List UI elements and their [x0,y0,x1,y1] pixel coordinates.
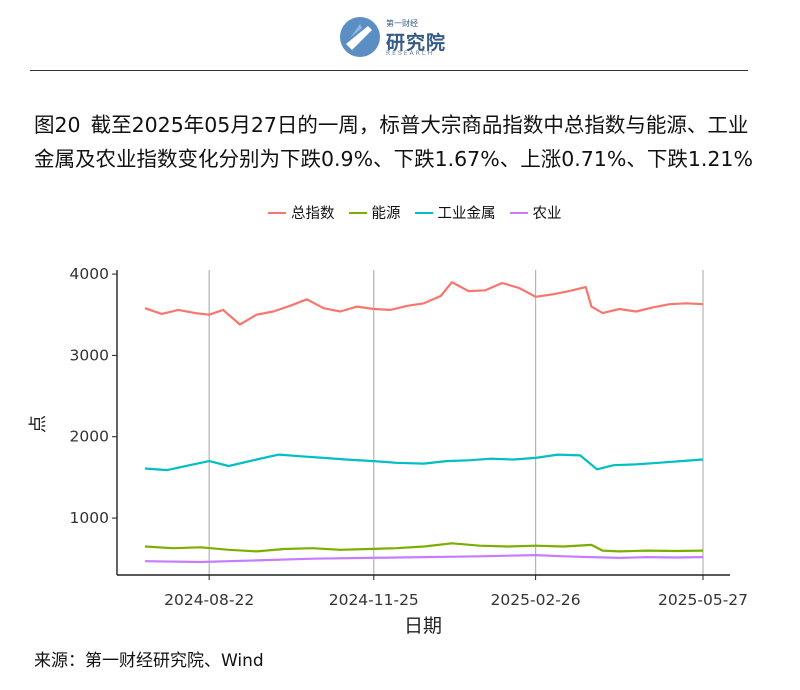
x-tick-label: 2024-08-22 [164,591,254,609]
y-tick-label: 1000 [70,509,109,527]
logo-small-text: 第一财经 [386,19,418,28]
x-axis-label: 日期 [404,615,442,637]
y-tick-label: 3000 [70,346,109,364]
legend-swatch-energy [348,211,367,214]
figure-number: 图20 [34,113,81,137]
y-tick-label: 4000 [70,265,109,283]
logo-emblem [340,17,380,57]
legend-item-energy: 能源 [348,202,401,223]
chart-legend: 总指数 能源 工业金属 农业 [268,202,576,223]
legend-item-agriculture: 农业 [509,202,562,223]
figure-title-block: 图20 截至2025年05月27日的一周，标普大宗商品指数中总指数与能源、工业金属… [34,108,764,176]
legend-item-metals: 工业金属 [414,202,496,223]
x-tick-label: 2025-02-26 [491,591,581,609]
series-line-agriculture [144,553,704,564]
series-line-metals [144,453,704,472]
source-note: 来源：第一财经研究院、Wind [34,651,264,671]
legend-swatch-agriculture [509,211,528,214]
legend-label-metals: 工业金属 [437,206,496,222]
legend-label-total: 总指数 [291,206,335,222]
x-tick-label: 2024-11-25 [329,591,419,609]
y-axis-label: 点 [28,415,49,433]
figure-title: 截至2025年05月27日的一周，标普大宗商品指数中总指数与能源、工业金属及农业… [34,113,753,171]
series-line-energy [144,542,704,553]
chart-grid [208,270,704,575]
y-tick-label: 2000 [70,428,109,446]
logo-subtitle: RESEARCH [386,50,435,57]
logo-text: 研究院 [386,32,447,54]
x-tick-label: 2025-05-27 [658,591,748,609]
header-divider [30,70,748,71]
chart-series [144,281,704,564]
legend-swatch-total [268,211,286,214]
legend-item-total: 总指数 [268,202,335,223]
legend-label-agriculture: 农业 [532,206,562,222]
legend-swatch-metals [414,211,433,214]
series-line-total [144,281,704,326]
legend-label-energy: 能源 [371,206,401,222]
chart-axes: 2024-08-22 2024-11-25 2025-02-26 2025-05-27… [70,265,749,609]
